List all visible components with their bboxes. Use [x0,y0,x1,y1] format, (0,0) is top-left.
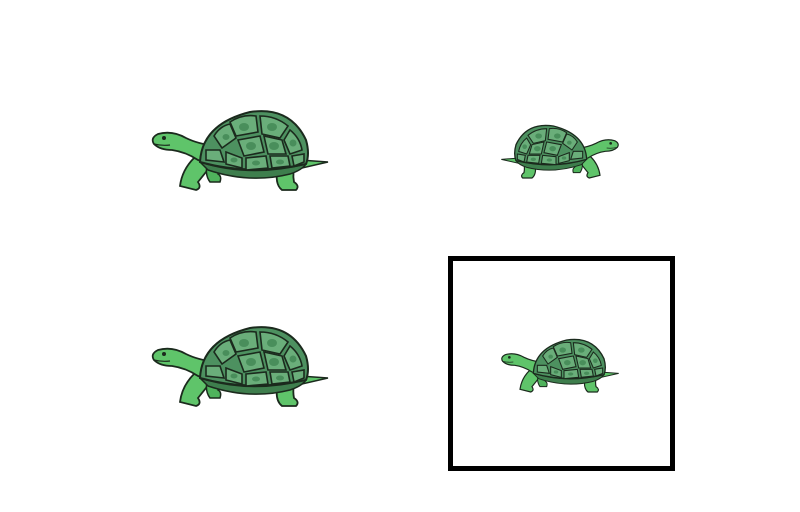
turtle-icon [500,118,620,182]
turtle-icon [150,100,330,196]
turtle-icon [500,332,620,396]
answer-box[interactable] [448,256,675,471]
turtle-icon [150,316,330,412]
